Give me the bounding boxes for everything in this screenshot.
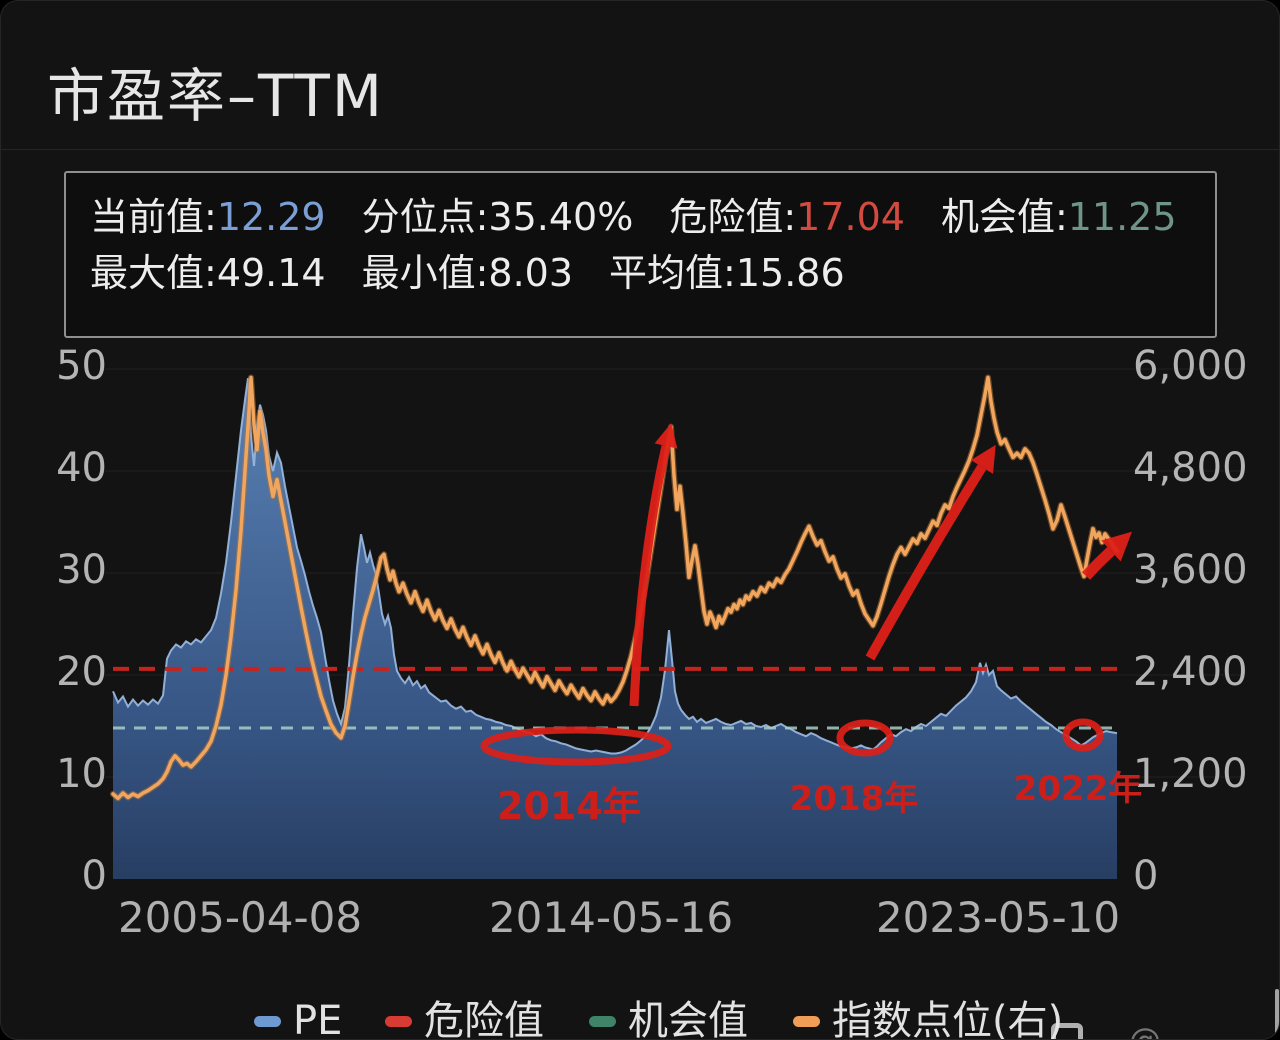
stat-label: 机会值: [940, 195, 1068, 239]
year-annotation-label: 2018年 [789, 779, 919, 819]
stat-label: 分位点: [361, 195, 489, 239]
legend-item-opportunity[interactable]: 机会值 [589, 998, 748, 1040]
page-title: 市盈率–TTM [47, 62, 384, 130]
red-arrow-annotation [629, 445, 671, 707]
hand-drawn-annotations [480, 423, 1133, 766]
stat-label: 当前值: [90, 195, 217, 239]
stats-row-2: 最大值: 49.14 最小值: 8.03 平均值: 15.86 [90, 245, 1215, 301]
stat-value: 12.29 [216, 195, 326, 239]
watermark-text: @ [1129, 1021, 1161, 1040]
stat-value: 11.25 [1067, 195, 1177, 239]
stat-label: 平均值: [609, 251, 736, 295]
y-axis-left-tick: 20 [56, 649, 107, 695]
x-axis-tick: 2005-04-08 [117, 893, 363, 942]
stat-value: 15.86 [735, 251, 845, 295]
year-annotation-label: 2022年 [1013, 769, 1143, 809]
stat-value: 8.03 [488, 251, 574, 295]
red-arrow-annotation [1081, 546, 1115, 580]
y-axis-left-tick: 40 [56, 445, 107, 491]
stat-group: 当前值: 12.29 [90, 189, 326, 245]
scrollbar-thumb[interactable] [1275, 989, 1279, 1039]
stat-group: 平均值: 15.86 [609, 245, 845, 301]
y-axis-right-tick: 4,800 [1133, 445, 1248, 491]
y-axis-left-tick: 10 [56, 751, 107, 797]
red-circle-annotation [836, 719, 894, 757]
y-axis-left-tick: 30 [56, 547, 107, 593]
stat-group: 分位点: 35.40% [362, 189, 634, 245]
stats-box: 当前值: 12.29 分位点: 35.40% 危险值: 17.04 机会值: 11.25 最大… [64, 171, 1217, 338]
x-axis-tick: 2023-05-10 [875, 893, 1121, 942]
pe-area-top-edge [112, 378, 1118, 755]
y-axis-left-tick: 0 [81, 853, 107, 899]
legend-item-pe[interactable]: PE [254, 998, 343, 1040]
legend-label: 指数点位(右) [832, 998, 1064, 1040]
legend-swatch-icon [385, 1015, 412, 1027]
legend-item-index[interactable]: 指数点位(右) [793, 998, 1064, 1040]
red-circle-annotation [1062, 718, 1104, 752]
stat-group: 机会值: 11.25 [941, 189, 1177, 245]
stat-group: 最小值: 8.03 [362, 245, 573, 301]
stat-group: 最大值: 49.14 [90, 245, 326, 301]
red-circle-annotation [480, 726, 672, 766]
x-axis-tick: 2014-05-16 [488, 893, 734, 942]
y-axis-right-tick: 1,200 [1133, 751, 1248, 797]
year-annotation-label: 2014年 [497, 784, 641, 828]
watermark-logo [1051, 1023, 1083, 1039]
legend-label: 机会值 [628, 998, 748, 1040]
stat-label: 最大值: [90, 251, 217, 295]
stat-group: 危险值: 17.04 [669, 189, 905, 245]
red-arrowhead [1101, 531, 1133, 562]
stat-value: 35.40% [488, 195, 634, 239]
y-axis-right-tick: 3,600 [1133, 547, 1248, 593]
legend-label: PE [293, 998, 343, 1040]
stat-value: 17.04 [796, 195, 905, 239]
stat-label: 最小值: [361, 251, 489, 295]
stats-row-1: 当前值: 12.29 分位点: 35.40% 危险值: 17.04 机会值: 11.25 [90, 189, 1215, 245]
y-axis-right-tick: 2,400 [1133, 649, 1248, 695]
y-axis-left-tick: 50 [56, 343, 107, 389]
legend-swatch-icon [254, 1015, 281, 1027]
y-axis-right-tick: 0 [1133, 853, 1159, 899]
legend-swatch-icon [793, 1015, 820, 1027]
stat-label: 危险值: [669, 195, 797, 239]
stat-value: 49.14 [216, 251, 326, 295]
red-arrow-annotation [865, 464, 987, 661]
red-arrowhead [970, 444, 996, 474]
legend-label: 危险值 [424, 998, 544, 1040]
legend-swatch-icon [589, 1015, 616, 1027]
y-axis-right-tick: 6,000 [1133, 343, 1248, 389]
legend-item-danger[interactable]: 危险值 [385, 998, 544, 1040]
red-arrowhead [654, 423, 678, 449]
title-separator [1, 149, 1279, 150]
